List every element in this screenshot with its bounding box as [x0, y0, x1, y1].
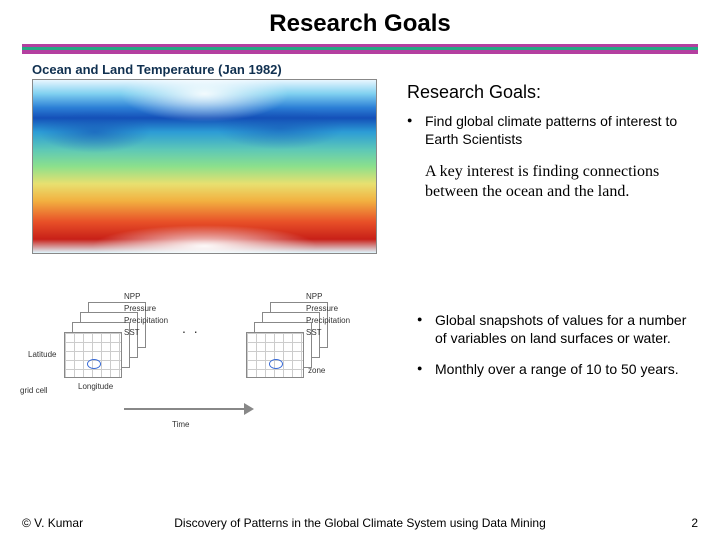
divider-bot: [22, 50, 698, 54]
footer-center: Discovery of Patterns in the Global Clim…: [22, 516, 698, 530]
panel-label: NPP: [306, 292, 322, 301]
interest-text: A key interest is finding connections be…: [407, 162, 687, 202]
content-area: Ocean and Land Temperature (Jan 1982) Re…: [22, 62, 698, 492]
lower-bullet-item: Monthly over a range of 10 to 50 years.: [431, 361, 687, 379]
arrow-shaft: [124, 408, 244, 410]
map-block: Ocean and Land Temperature (Jan 1982): [32, 62, 377, 254]
panel-label: SST: [124, 328, 140, 337]
snapshot-diagram: NPP Pressure Precipitation SST Latitude …: [22, 292, 402, 442]
panel-label: Precipitation: [306, 316, 350, 325]
panel-label: NPP: [124, 292, 140, 301]
divider-group: [22, 44, 698, 54]
zone-label: zone: [308, 366, 325, 375]
panel-label: SST: [306, 328, 322, 337]
grid-cell-label: grid cell: [20, 386, 48, 395]
time-arrow: [124, 402, 254, 416]
lower-bullets: Global snapshots of values for a number …: [417, 312, 687, 379]
goals-list: Find global climate patterns of interest…: [407, 113, 687, 148]
goals-heading: Research Goals:: [407, 82, 687, 103]
x-axis-label: Longitude: [78, 382, 113, 391]
diagram-right-stack: NPP Pressure Precipitation SST zone: [244, 302, 329, 402]
zone-ring-icon: [269, 359, 283, 369]
arrow-head-icon: [244, 403, 254, 415]
slide-title: Research Goals: [0, 0, 720, 44]
map-title: Ocean and Land Temperature (Jan 1982): [32, 62, 377, 79]
goals-block: Research Goals: Find global climate patt…: [407, 82, 687, 202]
diagram-panel-front: [246, 332, 304, 378]
footer: © V. Kumar Discovery of Patterns in the …: [22, 516, 698, 530]
zone-ring-icon: [87, 359, 101, 369]
lower-bullet-item: Global snapshots of values for a number …: [431, 312, 687, 347]
lower-bullets-block: Global snapshots of values for a number …: [417, 312, 687, 393]
temperature-map: [32, 79, 377, 254]
goal-item: Find global climate patterns of interest…: [421, 113, 687, 148]
y-axis-label: Latitude: [28, 350, 56, 359]
ellipsis: . .: [182, 320, 200, 336]
panel-label: Precipitation: [124, 316, 168, 325]
diagram-left-stack: NPP Pressure Precipitation SST Latitude …: [62, 302, 147, 402]
panel-label: Pressure: [124, 304, 156, 313]
panel-label: Pressure: [306, 304, 338, 313]
diagram-panel-front: [64, 332, 122, 378]
time-label: Time: [172, 420, 189, 429]
